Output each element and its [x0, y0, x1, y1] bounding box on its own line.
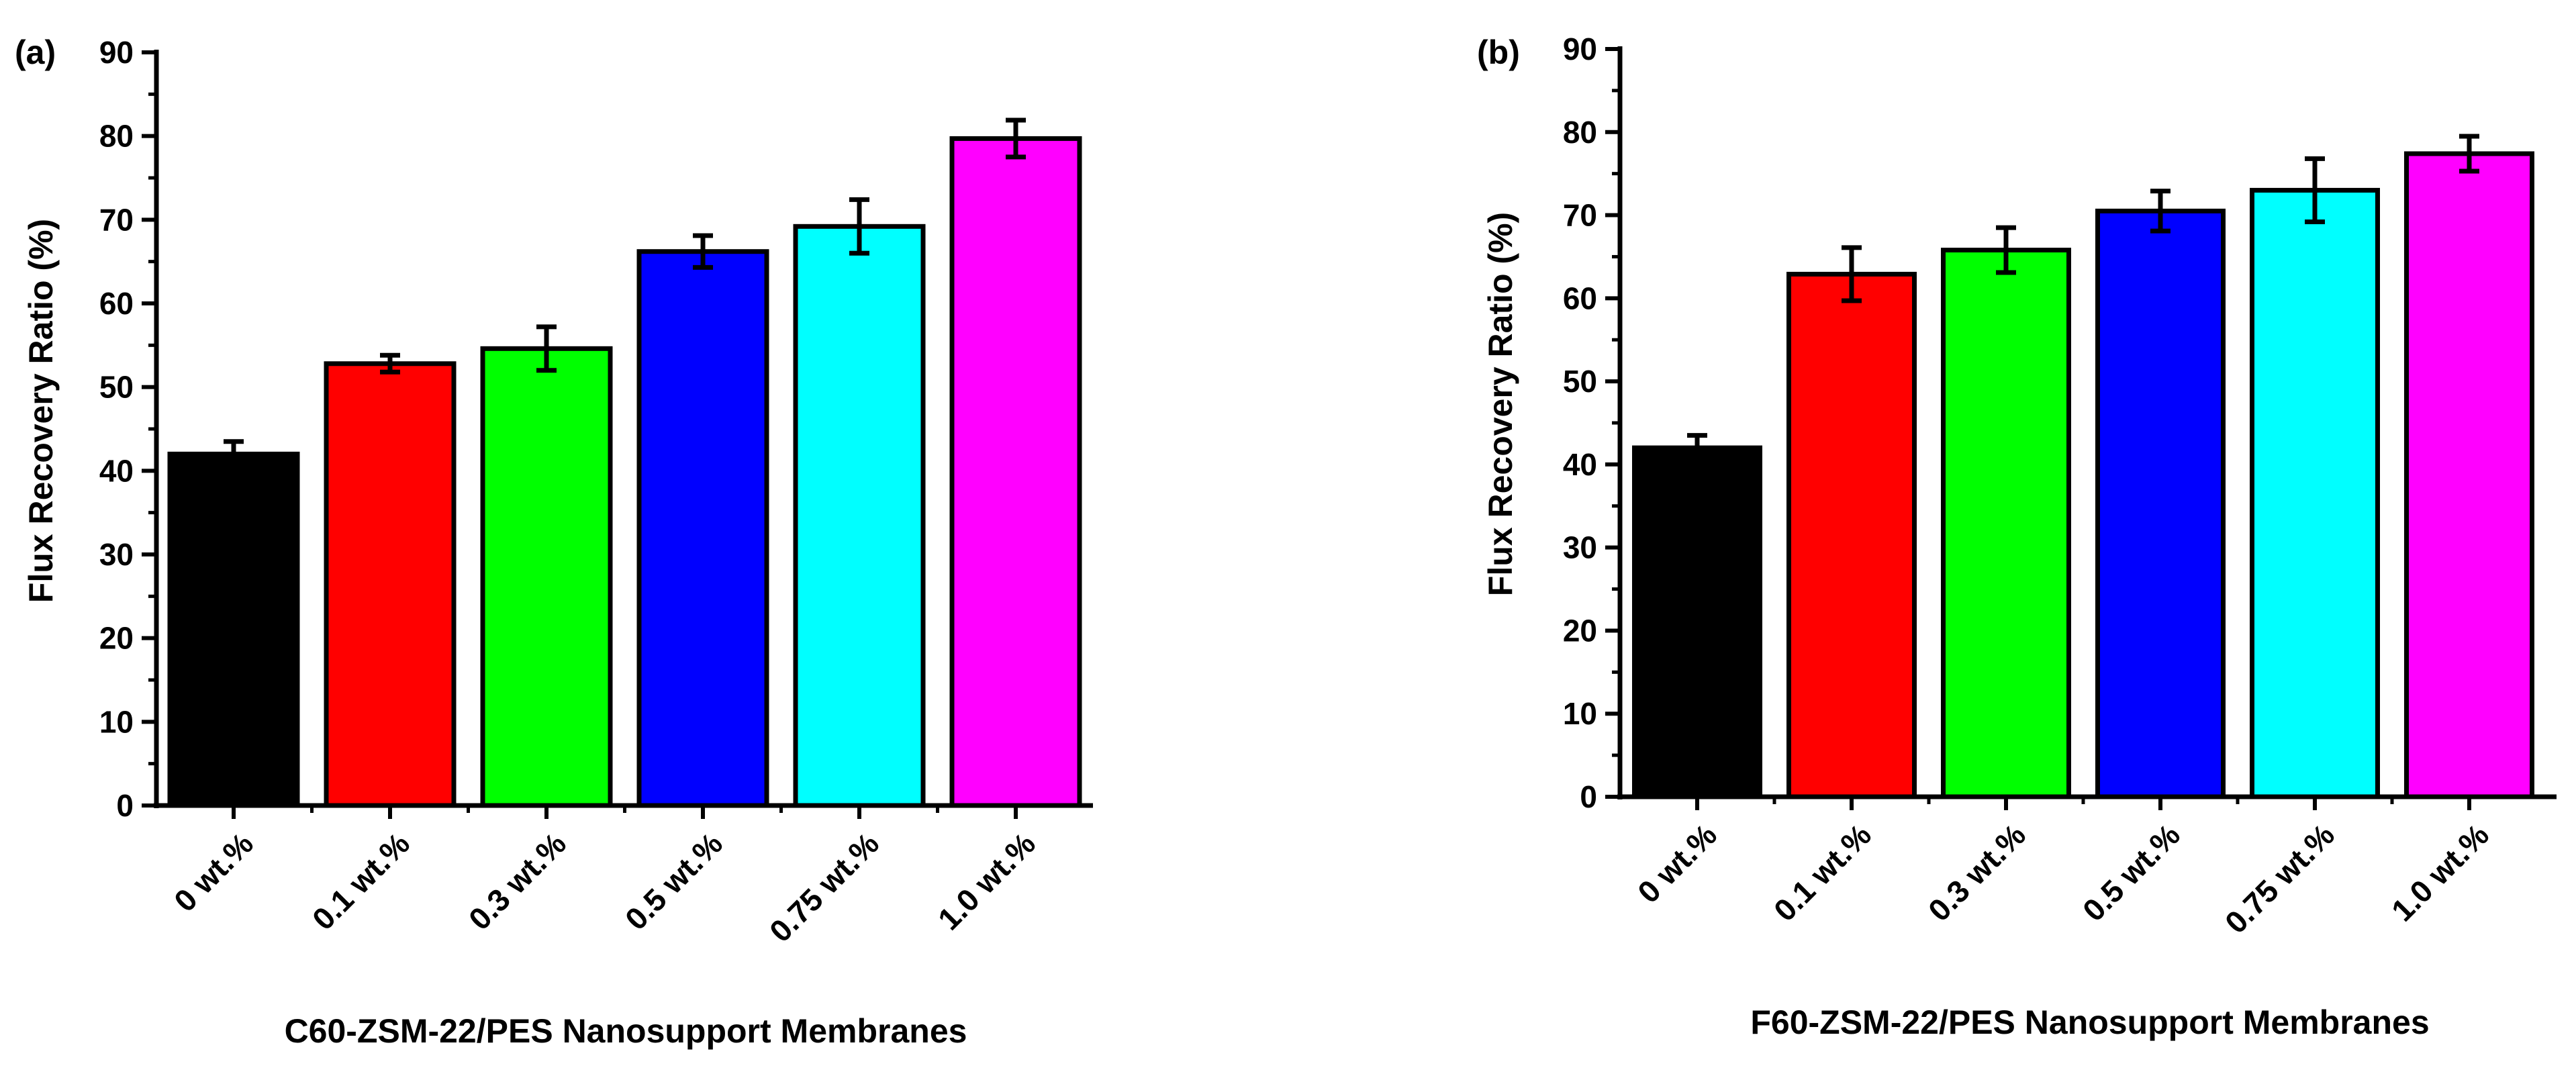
error-bar-1 [380, 352, 400, 375]
y-tick-label: 50 [99, 370, 134, 405]
y-tick-label: 20 [1563, 613, 1597, 648]
bar-2 [1941, 248, 2071, 799]
error-bar-5 [1006, 117, 1026, 160]
bar-0 [1632, 445, 1762, 799]
x-axis-title: F60-ZSM-22/PES Nanosupport Membranes [1750, 1004, 2429, 1041]
x-category-label: 0 wt.% [167, 826, 260, 918]
panel-label: (b) [1477, 34, 1520, 71]
x-category-label: 0.75 wt.% [2218, 817, 2341, 940]
y-tick-label: 90 [99, 35, 134, 70]
x-category-label: 0.75 wt.% [763, 826, 886, 948]
y-tick-label: 0 [1580, 779, 1597, 814]
x-category-label: 0.3 wt.% [1921, 817, 2032, 928]
y-tick-label: 60 [1563, 281, 1597, 315]
x-category-label: 0.3 wt.% [462, 826, 573, 936]
y-axis-title: Flux Recovery Ratio (%) [1482, 212, 1519, 596]
error-bar-5 [2459, 134, 2479, 174]
y-tick-label: 50 [1563, 364, 1597, 399]
y-tick-label: 30 [99, 537, 134, 572]
chart-panel-a: (a) Flux Recovery Ratio (%) C60-ZSM-22/P… [15, 34, 1093, 1050]
y-tick-label: 30 [1563, 530, 1597, 565]
error-bar-1 [1842, 245, 1862, 303]
x-category-label: 0.1 wt.% [305, 826, 416, 936]
y-tick-label: 70 [99, 202, 134, 237]
error-bar-3 [693, 233, 713, 270]
error-bar-2 [536, 324, 557, 373]
error-bar-0 [224, 439, 244, 469]
y-tick-label: 80 [1563, 115, 1597, 150]
y-tick-label: 70 [1563, 198, 1597, 233]
x-category-label: 0.5 wt.% [618, 826, 729, 936]
error-bar-0 [1687, 433, 1707, 463]
bar-0 [167, 451, 300, 808]
error-bar-2 [1996, 225, 2016, 275]
error-bar-4 [849, 197, 869, 256]
x-category-label: 0.5 wt.% [2076, 817, 2187, 928]
y-tick-label: 10 [1563, 696, 1597, 731]
bar-5 [2404, 151, 2534, 799]
y-tick-label: 40 [1563, 447, 1597, 482]
x-category-label: 1.0 wt.% [2385, 817, 2495, 928]
panel-label: (a) [15, 34, 56, 71]
y-tick-label: 40 [99, 453, 134, 488]
bar-4 [2250, 187, 2380, 799]
y-tick-label: 60 [99, 286, 134, 321]
error-bar-3 [2150, 189, 2170, 234]
x-category-label: 0.1 wt.% [1767, 817, 1878, 928]
chart-panel-b: (b) Flux Recovery Ratio (%) F60-ZSM-22/P… [1477, 32, 2557, 1041]
y-tick-label: 0 [116, 788, 134, 823]
bar-3 [2095, 208, 2226, 799]
y-tick-label: 10 [99, 704, 134, 739]
bar-1 [324, 361, 457, 808]
bar-3 [636, 249, 769, 808]
x-category-label: 1.0 wt.% [931, 826, 1042, 936]
x-category-label: 0 wt.% [1631, 817, 1723, 910]
bar-1 [1786, 271, 1917, 799]
y-tick-label: 80 [99, 119, 134, 154]
bar-5 [949, 136, 1082, 808]
error-bar-4 [2305, 156, 2325, 224]
bar-2 [480, 346, 613, 808]
bar-4 [793, 224, 926, 808]
x-axis-title: C60-ZSM-22/PES Nanosupport Membranes [285, 1012, 967, 1050]
y-tick-label: 20 [99, 621, 134, 656]
y-tick-label: 90 [1563, 32, 1597, 66]
y-axis-title: Flux Recovery Ratio (%) [22, 219, 60, 603]
